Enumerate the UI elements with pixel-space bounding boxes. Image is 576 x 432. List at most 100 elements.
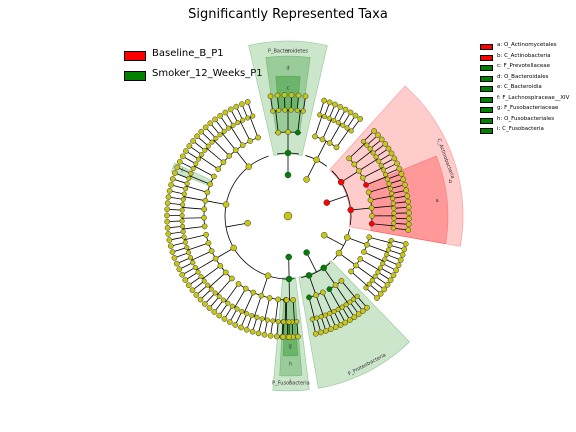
taxon-node	[179, 271, 186, 278]
taxon-node	[211, 173, 217, 180]
taxon-node	[313, 156, 320, 164]
taxon-node	[188, 255, 194, 261]
taxon-node	[169, 249, 176, 255]
taxon-node	[198, 274, 204, 280]
taxon-node	[264, 272, 272, 279]
taxon-node	[188, 170, 194, 176]
taxon-node	[282, 107, 288, 113]
biomarker-label: h: O_Fusobacteriales	[497, 115, 555, 122]
taxon-node	[166, 188, 173, 194]
tree-branch	[348, 143, 366, 159]
tree-branch	[335, 285, 349, 304]
taxon-node	[331, 117, 337, 123]
tree-branch	[362, 167, 383, 179]
taxon-node	[186, 250, 192, 256]
taxon-node	[208, 248, 215, 254]
taxon-node	[326, 99, 333, 106]
tree-branch	[347, 237, 368, 246]
taxon-node	[405, 204, 412, 211]
taxon-node	[211, 309, 218, 315]
taxon-node	[207, 181, 214, 188]
tree-branch	[202, 265, 221, 280]
tree-branch	[355, 265, 374, 279]
taxon-node	[226, 319, 233, 325]
taxon-node	[238, 324, 244, 331]
taxon-node	[318, 314, 324, 320]
biomarker-swatch	[480, 86, 493, 92]
tree-branch	[199, 156, 219, 170]
tree-branch	[189, 175, 211, 185]
taxon-node	[244, 311, 250, 317]
taxon-node	[351, 161, 358, 168]
tree-branch	[315, 295, 324, 317]
taxon-node	[275, 129, 282, 136]
taxon-node	[235, 281, 242, 287]
taxon-node	[401, 246, 408, 253]
taxon-node	[179, 223, 186, 229]
taxon-node	[195, 269, 201, 275]
taxon-node	[242, 285, 249, 292]
taxon-node	[387, 277, 394, 283]
taxon-node	[294, 107, 300, 113]
taxon-node	[323, 312, 329, 318]
taxon-node	[337, 104, 344, 110]
biomarker-swatch	[480, 96, 493, 103]
taxon-node	[179, 212, 185, 219]
tree-branch	[363, 251, 384, 262]
biomarker-label: b: C_Actinobacteria	[497, 52, 551, 59]
taxon-node	[378, 162, 384, 169]
taxon-node	[382, 256, 388, 262]
taxon-node	[273, 333, 280, 340]
tree-branch	[182, 207, 205, 210]
tree-branch	[350, 207, 372, 211]
tree-branch	[336, 129, 350, 148]
clade-letter-b: b	[449, 179, 452, 185]
tree-branch	[316, 140, 327, 161]
taxon-node	[364, 241, 370, 248]
taxon-node	[213, 135, 219, 141]
taxon-node	[360, 138, 366, 145]
legend-label: Smoker_12_Weeks_P1	[152, 68, 263, 79]
clade-highlights	[170, 40, 464, 392]
tree-arc	[333, 229, 351, 261]
taxon-node	[205, 240, 212, 246]
taxon-node	[391, 205, 397, 211]
legend-swatch	[124, 51, 146, 61]
taxon-node	[280, 334, 286, 340]
taxon-node	[234, 306, 240, 312]
taxon-node	[337, 322, 344, 328]
tree-branch	[249, 116, 259, 138]
tree-branch	[216, 278, 233, 296]
taxon-node	[164, 218, 170, 225]
tree-branch	[369, 236, 391, 244]
tree-branch	[264, 297, 271, 320]
tree-branch	[284, 299, 287, 322]
tree-branch	[365, 176, 387, 186]
taxon-node	[198, 128, 205, 135]
taxon-node	[326, 286, 333, 292]
taxon-node	[264, 317, 271, 323]
taxon-node	[167, 243, 174, 249]
taxon-node	[303, 176, 310, 183]
taxon-node	[366, 234, 373, 241]
taxon-node	[373, 154, 379, 160]
clade-letter-g: g	[289, 343, 292, 349]
taxon-node	[204, 189, 211, 196]
taxon-node	[239, 101, 245, 107]
taxon-node	[255, 134, 261, 141]
taxon-node	[384, 252, 390, 258]
tree-branch	[191, 250, 212, 261]
taxon-node	[406, 215, 412, 222]
taxon-node	[366, 281, 372, 287]
taxon-node	[313, 292, 319, 299]
biomarker-label: d: O_Bacteroidales	[497, 73, 549, 80]
tree-branch	[371, 223, 394, 227]
taxon-node	[176, 158, 183, 165]
taxon-node	[229, 275, 235, 282]
taxon-node	[368, 205, 375, 211]
taxon-node	[225, 300, 231, 306]
tree-arc	[301, 262, 331, 279]
taxon-node	[347, 109, 354, 116]
taxon-node	[400, 176, 407, 183]
taxon-node	[300, 108, 306, 114]
